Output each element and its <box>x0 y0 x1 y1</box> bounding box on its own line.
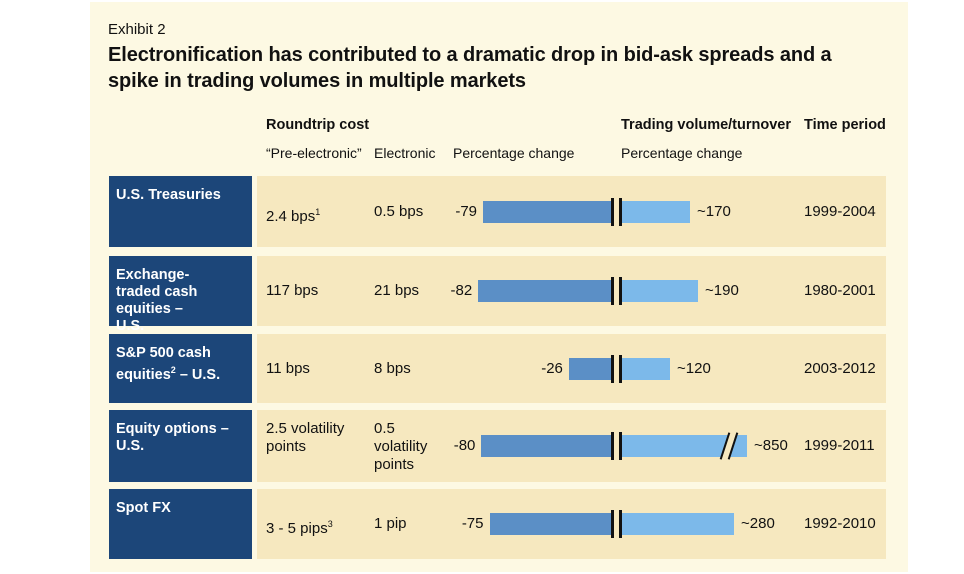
exhibit-number: Exhibit 2 <box>108 21 166 38</box>
cost-change-label: -80 <box>453 437 476 454</box>
chart-title-line-2: spike in trading volumes in multiple mar… <box>108 70 526 92</box>
volume-change-label: ~120 <box>677 359 711 377</box>
cost-change-bar <box>481 435 611 457</box>
pre-electronic-cost: 3 - 5 pips3 <box>266 519 333 537</box>
electronic-cost: 8 bps <box>374 359 411 377</box>
volume-change-bar <box>622 280 698 302</box>
volume-change-bar <box>622 200 690 223</box>
chart-title-line-1: Electronification has contributed to a d… <box>108 44 832 66</box>
time-period: 1999-2011 <box>804 437 875 454</box>
cost-change-bar <box>478 280 611 302</box>
header-time-period: Time period <box>804 117 886 133</box>
volume-change-label: ~280 <box>741 515 775 532</box>
subheader-cost-pct-change: Percentage change <box>453 145 575 161</box>
axis-line-right <box>619 432 622 460</box>
electronic-cost: 21 bps <box>374 282 420 299</box>
row-label: Exchange-traded cash equities – U.S. <box>109 256 252 334</box>
volume-change-bar <box>622 435 747 457</box>
row-label: Equity options – U.S. <box>109 410 252 482</box>
axis-line-left <box>611 510 614 538</box>
volume-change-label: ~850 <box>754 437 788 454</box>
subheader-pre-electronic: “Pre-electronic” <box>266 145 362 161</box>
time-period: 1992-2010 <box>804 515 876 532</box>
row-label: S&P 500 cash equities2 – U.S. <box>109 334 252 403</box>
pre-electronic-cost: 11 bps <box>266 359 310 377</box>
subheader-volume-pct-change: Percentage change <box>621 145 743 161</box>
axis-line-right <box>619 510 622 538</box>
pre-electronic-cost: 117 bps <box>266 282 319 299</box>
cost-change-bar <box>489 513 611 535</box>
axis-line-left <box>611 354 614 383</box>
axis-line-right <box>619 354 622 383</box>
time-period: 2003-2012 <box>804 359 876 377</box>
cost-change-label: -82 <box>450 282 473 299</box>
cost-change-bar <box>568 357 611 380</box>
volume-change-label: ~190 <box>705 282 739 299</box>
header-trading-volume: Trading volume/turnover <box>621 117 791 133</box>
row-label: U.S. Treasuries <box>109 176 252 247</box>
electronic-cost: 0.5 volatility points <box>374 420 428 473</box>
pre-electronic-cost: 2.4 bps1 <box>266 206 321 225</box>
axis-line-left <box>611 432 614 460</box>
row-label: Spot FX <box>109 489 252 559</box>
subheader-electronic: Electronic <box>374 145 436 161</box>
cost-change-label: -79 <box>455 202 478 220</box>
cost-change-label: -75 <box>461 515 484 532</box>
electronic-cost: 1 pip <box>374 515 407 532</box>
axis-line-right <box>619 197 622 226</box>
time-period: 1999-2004 <box>804 202 876 220</box>
cost-change-label: -26 <box>541 359 563 377</box>
cost-change-bar <box>483 200 611 223</box>
axis-line-left <box>611 277 614 305</box>
volume-change-label: ~170 <box>697 202 731 220</box>
header-roundtrip-cost: Roundtrip cost <box>266 117 370 133</box>
time-period: 1980-2001 <box>804 282 876 299</box>
pre-electronic-cost: 2.5 volatility points <box>266 420 345 455</box>
axis-line-right <box>619 277 622 305</box>
volume-change-bar <box>622 513 734 535</box>
electronic-cost: 0.5 bps <box>374 202 424 220</box>
volume-change-bar <box>622 357 670 380</box>
axis-line-left <box>611 197 614 226</box>
